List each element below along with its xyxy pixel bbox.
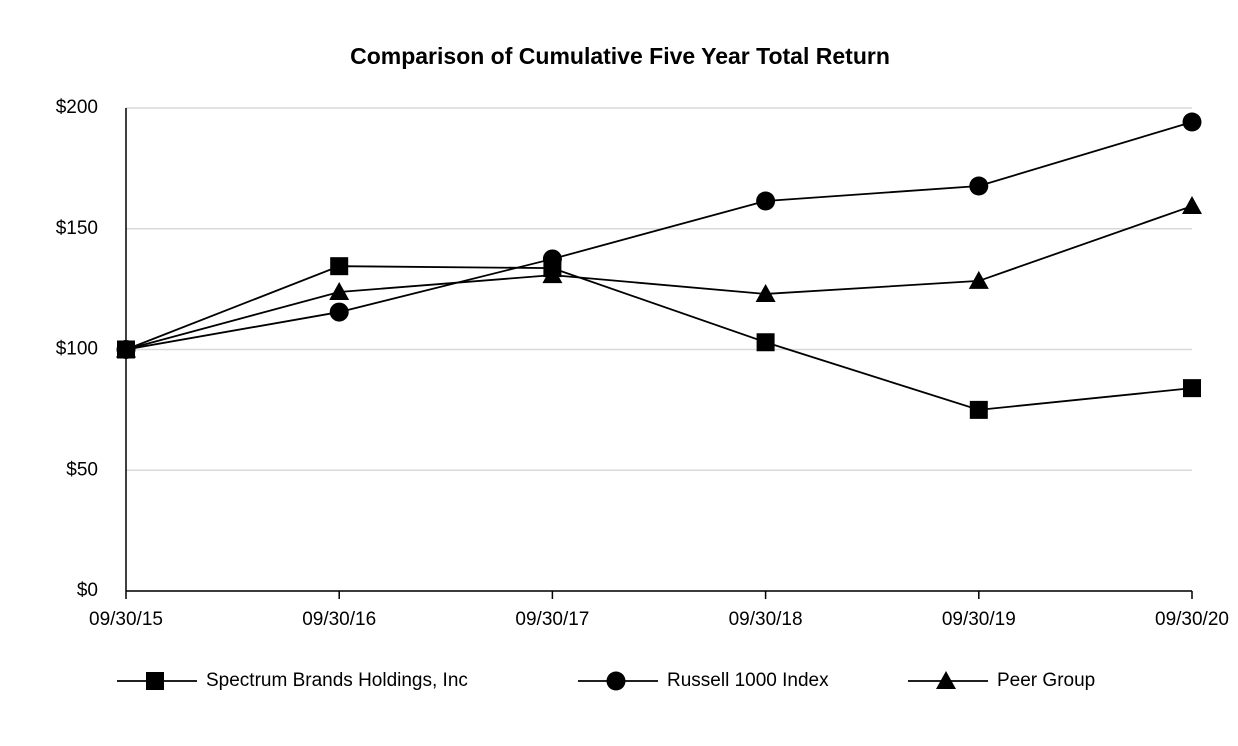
marker	[755, 283, 776, 302]
legend-label: Spectrum Brands Holdings, Inc	[206, 670, 468, 691]
marker	[1183, 379, 1201, 398]
marker	[116, 339, 136, 358]
x-tick-label: 09/30/18	[729, 609, 803, 630]
marker	[542, 265, 563, 284]
marker	[542, 249, 562, 269]
marker	[146, 672, 164, 690]
marker	[1182, 196, 1202, 215]
x-tick-label: 09/30/17	[515, 609, 589, 630]
marker	[329, 302, 349, 322]
chart-title: Comparison of Cumulative Five Year Total…	[350, 43, 890, 69]
marker	[936, 671, 956, 689]
x-tick-label: 09/30/19	[942, 609, 1016, 630]
marker	[969, 400, 988, 419]
marker	[969, 176, 989, 196]
marker	[329, 282, 350, 301]
marker	[756, 333, 775, 352]
x-tick-label: 09/30/20	[1155, 609, 1229, 630]
marker	[756, 191, 776, 211]
series-line	[125, 205, 1193, 351]
series-line	[125, 265, 1193, 411]
y-tick-label: $0	[77, 580, 98, 601]
marker	[330, 257, 349, 276]
y-tick-label: $50	[66, 459, 98, 480]
y-tick-label: $150	[56, 218, 98, 239]
legend-label: Russell 1000 Index	[667, 670, 829, 691]
series-line	[125, 121, 1193, 351]
legend-label: Peer Group	[997, 670, 1095, 691]
y-tick-label: $100	[56, 339, 98, 360]
marker	[606, 671, 626, 691]
x-tick-label: 09/30/16	[302, 609, 376, 630]
marker	[968, 270, 989, 289]
x-tick-label: 09/30/15	[89, 609, 163, 630]
y-tick-label: $200	[56, 97, 98, 118]
marker	[1182, 112, 1202, 132]
